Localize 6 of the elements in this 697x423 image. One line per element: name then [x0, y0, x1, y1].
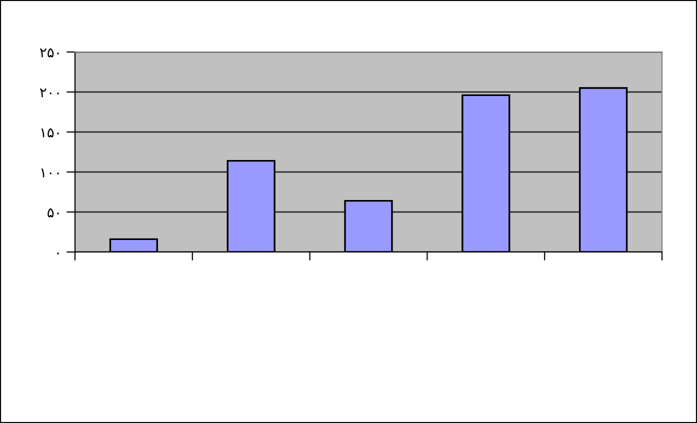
y-tick-label: ۰ — [57, 252, 59, 254]
y-tick-label: ۲۰۰ — [40, 88, 59, 98]
y-tick-label: ۱۰۰ — [41, 168, 59, 178]
y-tick-label: ۲۵۰ — [40, 48, 59, 58]
y-tick-label: ۵۰ — [48, 208, 59, 218]
y-tick-label: ۱۵۰ — [41, 128, 59, 138]
